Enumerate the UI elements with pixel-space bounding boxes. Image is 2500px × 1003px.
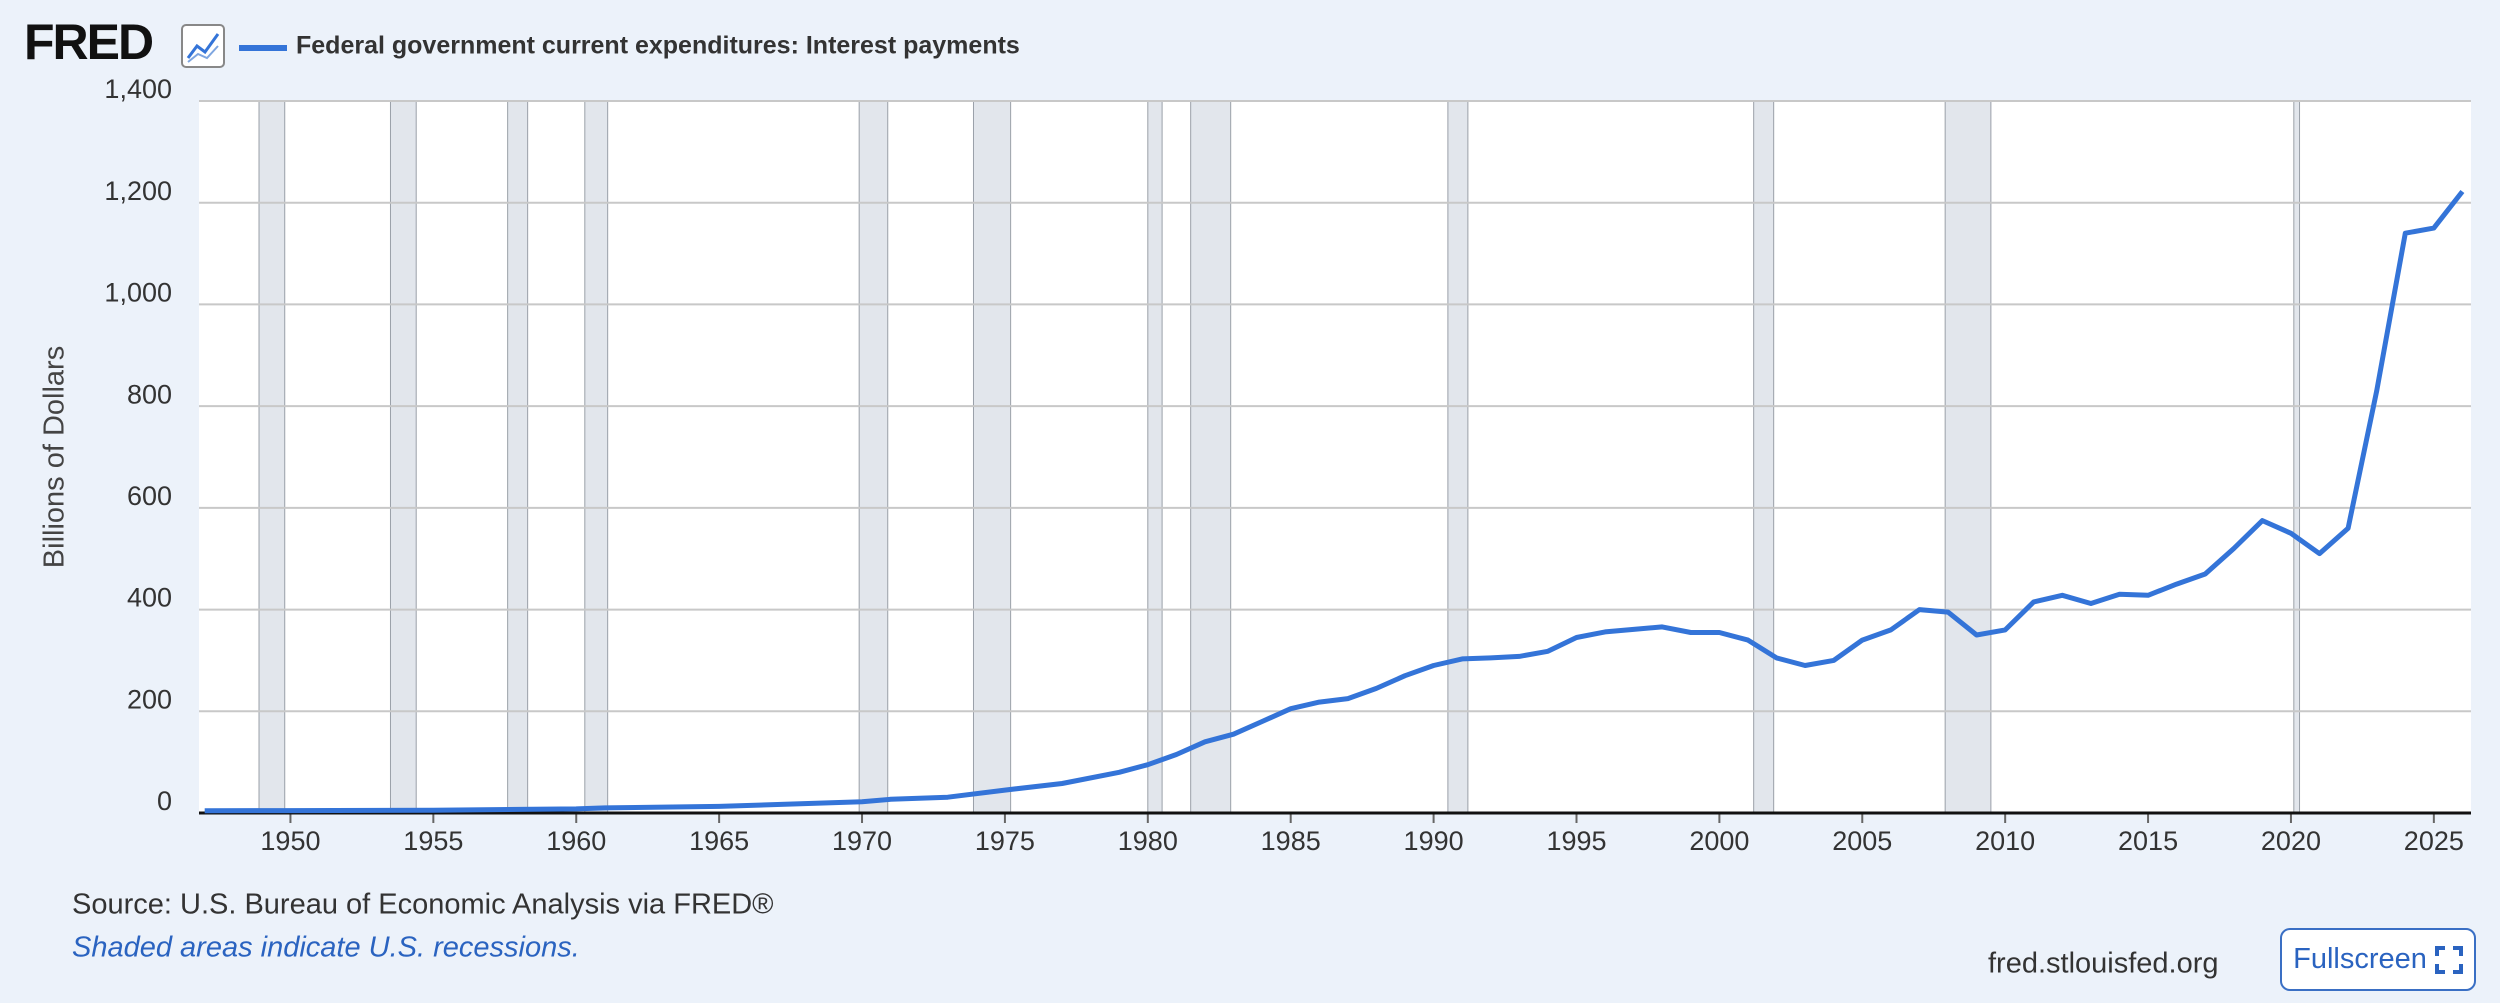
recession-band [507, 100, 529, 814]
y-tick-label: 200 [127, 684, 172, 714]
y-tick-label: 0 [157, 786, 172, 816]
logo: FRED [24, 14, 153, 70]
recession-band [1147, 100, 1163, 814]
y-tick-label: 800 [127, 379, 172, 409]
y-tick-label: 400 [127, 583, 172, 613]
x-tick-label: 2000 [1689, 826, 1749, 856]
recession-band [1190, 100, 1232, 814]
recession-band [584, 100, 609, 814]
recession-band [1753, 100, 1775, 814]
plot-area [199, 101, 2471, 813]
x-tick-label: 1995 [1546, 826, 1606, 856]
y-tick-label: 1,400 [104, 74, 172, 104]
fullscreen-icon [2434, 945, 2463, 974]
recession-band [389, 100, 417, 814]
legend-label: Federal government current expenditures:… [296, 32, 1020, 60]
recession-note[interactable]: Shaded areas indicate U.S. recessions. [72, 932, 580, 964]
y-axis-label: Billions of Dollars [39, 346, 71, 568]
y-tick-label: 1,200 [104, 176, 172, 206]
x-tick-label: 2025 [2404, 826, 2464, 856]
x-tick-label: 2020 [2261, 826, 2321, 856]
x-tick-label: 1965 [689, 826, 749, 856]
x-tick-label: 1970 [832, 826, 892, 856]
x-tick-label: 1960 [546, 826, 606, 856]
x-tick-label: 2015 [2118, 826, 2178, 856]
button-label: Fullscreen [2293, 943, 2427, 975]
recession-band [858, 100, 889, 814]
x-tick-label: 1975 [975, 826, 1035, 856]
recession-band [1944, 100, 1992, 814]
site-link[interactable]: fred.stlouisfed.org [1988, 948, 2219, 980]
source: Source: U.S. Bureau of Economic Analysis… [72, 889, 774, 921]
logo-icon [181, 24, 225, 68]
recession-band [2293, 100, 2301, 814]
x-tick-label: 1985 [1261, 826, 1321, 856]
y-tick-label: 1,000 [104, 278, 172, 308]
recession-band [972, 100, 1012, 814]
x-tick-label: 1955 [403, 826, 463, 856]
x-tick-label: 2010 [1975, 826, 2035, 856]
recession-band [258, 100, 286, 814]
x-tick-label: 1990 [1404, 826, 1464, 856]
data-line [204, 189, 2465, 814]
x-tick-label: 2005 [1832, 826, 1892, 856]
y-tick-label: 600 [127, 481, 172, 511]
x-tick-label: 1950 [260, 826, 320, 856]
recession-band [1447, 100, 1469, 814]
x-tick-label: 1980 [1118, 826, 1178, 856]
fullscreen-button[interactable]: Fullscreen [2280, 928, 2476, 991]
